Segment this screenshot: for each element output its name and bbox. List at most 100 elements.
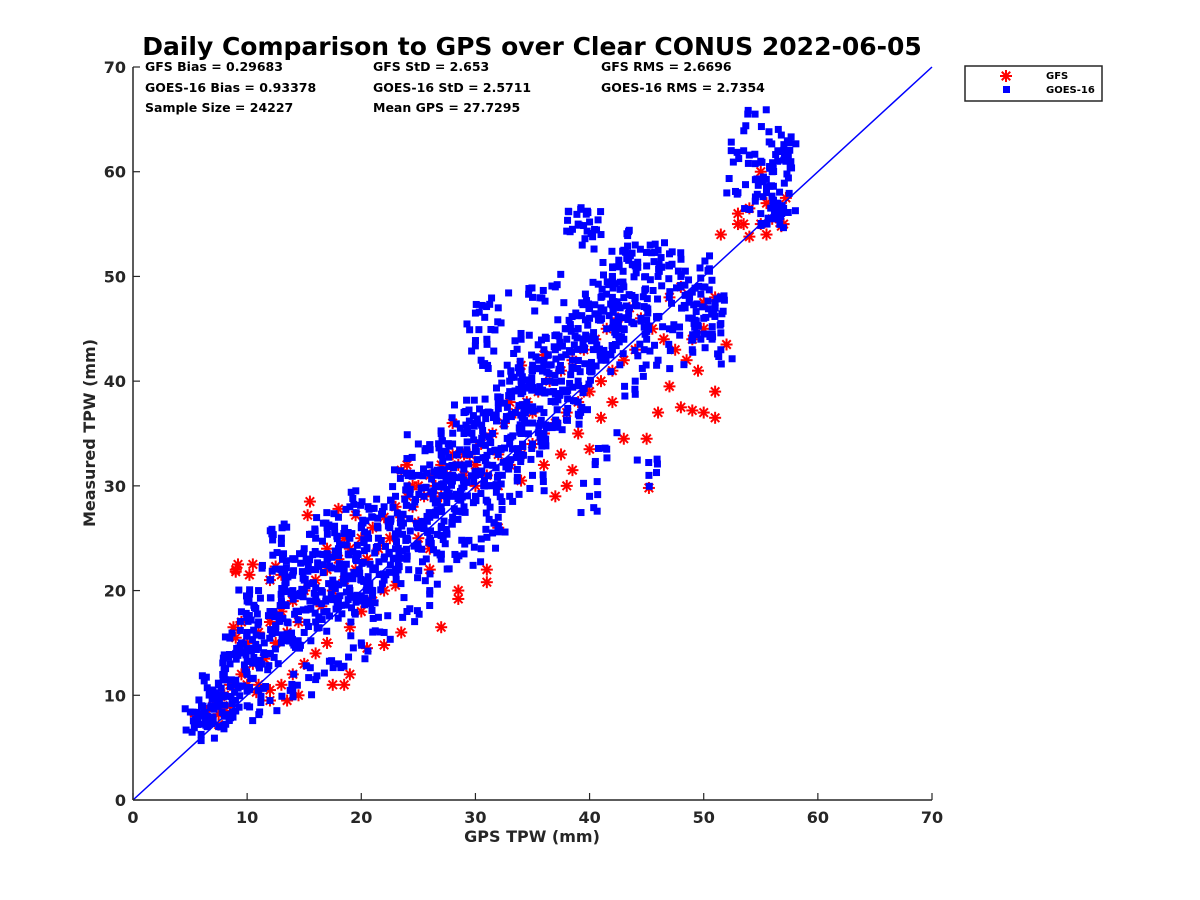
goes16-point (308, 691, 316, 699)
goes16-point (255, 711, 263, 719)
goes16-point (217, 684, 225, 692)
goes16-point (242, 592, 250, 600)
gfs-point (537, 458, 550, 471)
goes16-point (590, 504, 598, 512)
goes16-point (440, 517, 448, 525)
goes16-point (428, 475, 436, 483)
goes16-point (463, 478, 471, 486)
goes16-point (528, 351, 536, 359)
goes16-point (350, 500, 358, 508)
goes16-point (381, 542, 389, 550)
goes16-point (539, 471, 547, 479)
goes16-point (182, 726, 190, 734)
goes16-point (415, 567, 423, 575)
goes16-point (398, 530, 406, 538)
goes16-point (243, 657, 251, 665)
goes16-point (727, 138, 735, 146)
goes16-point (246, 684, 254, 692)
goes16-point (494, 304, 502, 312)
goes16-point (757, 123, 765, 131)
goes16-point (699, 303, 707, 311)
goes16-point (421, 577, 429, 585)
goes16-point (490, 347, 498, 355)
goes16-point (475, 326, 483, 334)
goes16-point (443, 492, 451, 500)
goes16-point (665, 275, 673, 283)
goes16-point (300, 549, 308, 557)
goes16-point (753, 190, 761, 198)
goes16-point (497, 370, 505, 378)
goes16-point (246, 586, 254, 594)
goes16-point (271, 645, 279, 653)
goes16-point (411, 618, 419, 626)
goes16-point (369, 566, 377, 574)
goes16-point (200, 708, 208, 716)
goes16-point (226, 714, 234, 722)
goes16-point (403, 431, 411, 439)
goes16-point (204, 721, 212, 729)
goes16-point (607, 300, 615, 308)
stats-block: GFS Bias = 0.29683 GFS StD = 2.653 GFS R… (145, 59, 765, 115)
goes16-point (414, 540, 422, 548)
goes16-point (427, 527, 435, 535)
goes16-point (240, 640, 248, 648)
goes16-point (577, 204, 585, 212)
goes16-point (487, 439, 495, 447)
goes16-point (564, 207, 572, 215)
goes16-point (296, 550, 304, 558)
goes16-point (237, 608, 245, 616)
goes16-point (452, 420, 460, 428)
goes16-point (507, 413, 515, 421)
goes16-point (437, 472, 445, 480)
goes16-point (298, 585, 306, 593)
one-to-one-line (132, 66, 933, 801)
gfs-point (692, 364, 705, 377)
goes16-point (491, 446, 499, 454)
goes16-point (452, 490, 460, 498)
goes16-point (473, 415, 481, 423)
goes16-point (210, 734, 218, 742)
goes16-point (579, 341, 587, 349)
goes16-point (331, 522, 339, 530)
goes16-point (463, 446, 471, 454)
goes16-point (770, 210, 778, 218)
goes16-point (494, 405, 502, 413)
goes16-point (551, 332, 559, 340)
goes16-point (456, 446, 464, 454)
goes16-point (471, 309, 479, 317)
goes16-point (433, 580, 441, 588)
goes16-point (580, 222, 588, 230)
goes16-point (641, 273, 649, 281)
goes16-point (583, 297, 591, 305)
goes16-point (517, 458, 525, 466)
goes16-point (443, 499, 451, 507)
goes16-point (632, 269, 640, 277)
goes16-point (394, 544, 402, 552)
goes16-point (689, 331, 697, 339)
goes16-point (655, 312, 663, 320)
goes16-point (590, 329, 598, 337)
goes16-point (277, 539, 285, 547)
goes16-point (403, 486, 411, 494)
goes16-point (445, 463, 453, 471)
goes16-point (758, 158, 766, 166)
gfs-point (583, 443, 596, 456)
goes16-point (557, 270, 565, 278)
goes16-point (688, 288, 696, 296)
goes16-point (260, 684, 268, 692)
goes16-point (467, 472, 475, 480)
goes16-point (481, 395, 489, 403)
goes16-point (236, 626, 244, 634)
goes16-point (329, 664, 337, 672)
goes16-point (270, 653, 278, 661)
goes16-point (524, 430, 532, 438)
goes16-point (631, 241, 639, 249)
goes16-point (218, 709, 226, 717)
goes16-point (581, 290, 589, 298)
goes16-point (472, 497, 480, 505)
goes16-point (261, 651, 269, 659)
goes16-point (289, 635, 297, 643)
goes16-point (646, 276, 654, 284)
goes16-point (483, 461, 491, 469)
goes16-point (289, 587, 297, 595)
